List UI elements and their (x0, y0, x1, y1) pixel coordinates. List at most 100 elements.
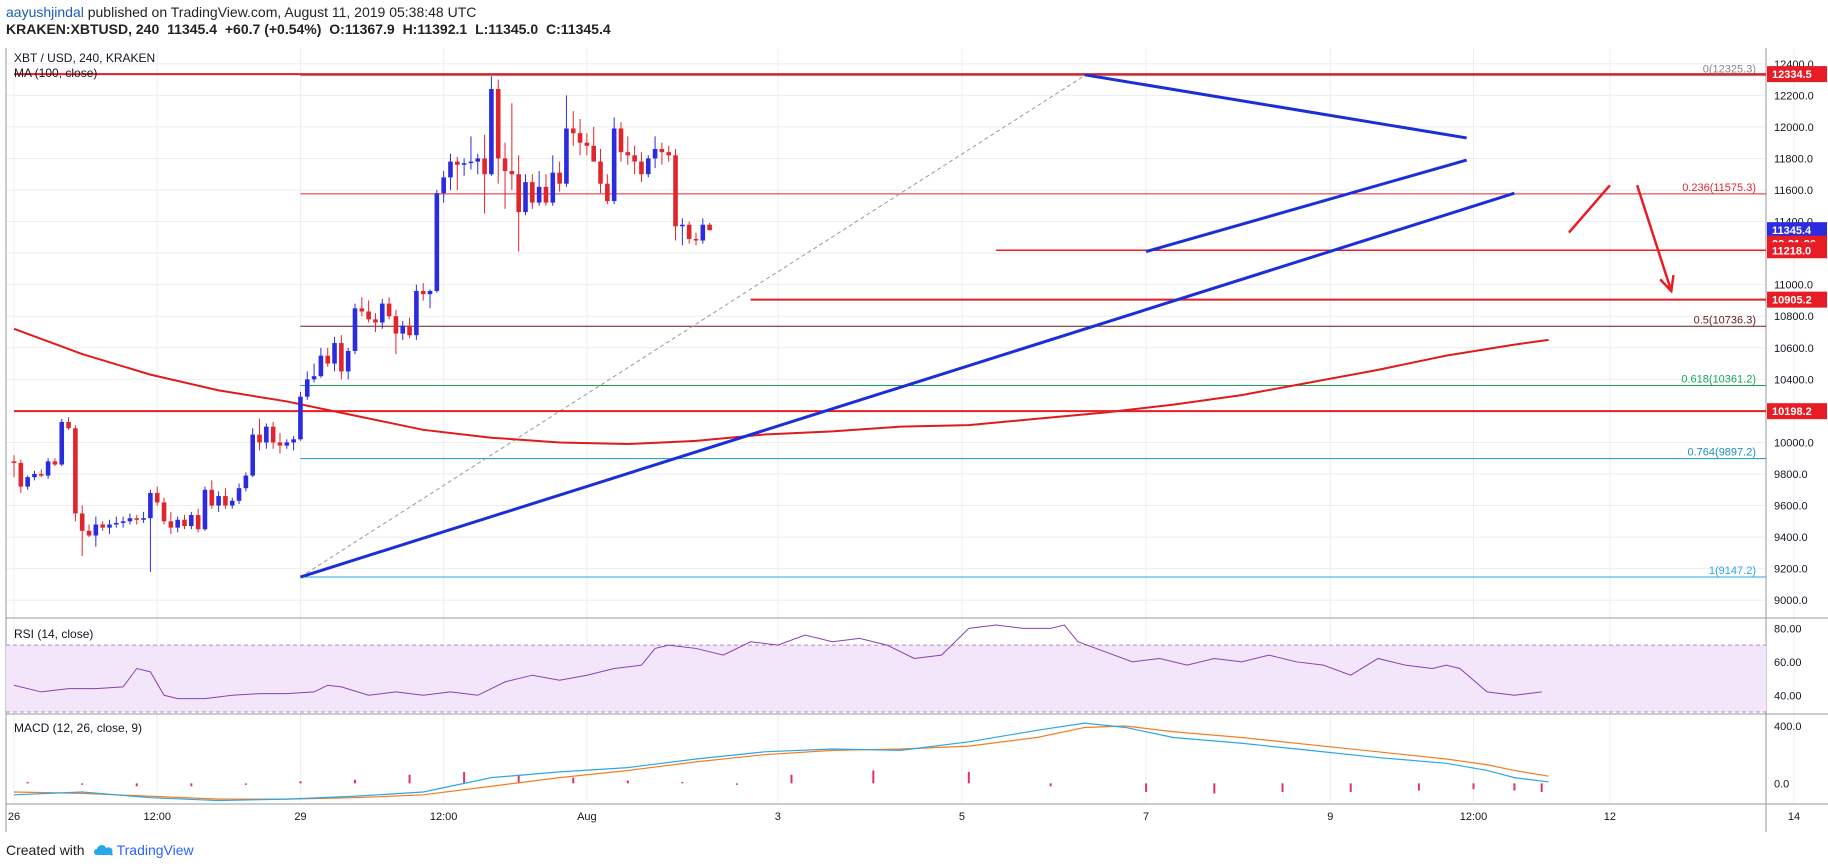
candle-body (570, 128, 576, 134)
x-tick-label: 26 (8, 811, 20, 823)
trend-line (1145, 158, 1468, 253)
candle-body (420, 290, 426, 295)
candle-body (461, 163, 467, 165)
rsi-y-tick-label: 40.00 (1774, 690, 1802, 702)
author-link[interactable]: aayushjindal (6, 4, 84, 20)
candle-body (66, 421, 71, 429)
candle-body (107, 524, 112, 528)
candle-body (154, 492, 160, 503)
price-level-box (1767, 291, 1827, 308)
candle-body (161, 502, 167, 522)
main-y-tick-label: 10800.0 (1774, 311, 1814, 323)
candle-body (25, 477, 30, 487)
candle-body (509, 171, 515, 175)
main-y-tick-label: 9000.0 (1774, 595, 1808, 607)
main-y-tick-label: 10600.0 (1774, 343, 1814, 355)
main-y-tick-label: 11000.0 (1774, 280, 1813, 292)
high-value: H:11392.1 (402, 21, 468, 37)
main-y-tick-label: 12000.0 (1774, 122, 1814, 134)
symbol-label: KRAKEN:XBTUSD, 240 (6, 21, 160, 37)
main-y-tick-label: 9200.0 (1774, 564, 1808, 576)
candle-body (598, 161, 603, 184)
price-level-box (1767, 242, 1827, 259)
candle-body (141, 518, 146, 520)
candle-body (516, 174, 521, 213)
candle-body (325, 355, 331, 364)
candle-body (591, 145, 596, 162)
candle-body (86, 530, 92, 536)
candle-body (434, 193, 440, 291)
candle-body (693, 238, 699, 241)
candle-body (611, 128, 617, 202)
candle-body (339, 343, 344, 372)
candle-body (427, 290, 433, 295)
tradingview-brand: TradingView (116, 842, 194, 858)
tradingview-link[interactable]: TradingView (89, 842, 194, 858)
candle-body (100, 524, 105, 528)
publish-header: aayushjindal published on TradingView.co… (0, 0, 1828, 40)
candle-body (407, 325, 412, 336)
candle-body (502, 158, 508, 172)
x-tick-label: 7 (1143, 811, 1149, 823)
price-change: +60.7 (+0.54%) (224, 21, 322, 37)
x-tick-label: 14 (1788, 811, 1800, 823)
tradingview-cloud-icon (93, 845, 113, 856)
candle-body (605, 183, 610, 202)
candle-body (386, 303, 392, 317)
candle-body (625, 152, 631, 156)
candle-body (168, 521, 174, 528)
main-y-tick-label: 9600.0 (1774, 501, 1808, 513)
candle-body (284, 442, 290, 446)
candle-body (455, 161, 460, 165)
macd-title: MACD (12, 26, close, 9) (14, 721, 142, 735)
published-text: published on TradingView.com, August 11,… (87, 4, 477, 20)
candle-body (680, 224, 685, 227)
fib-level-label: 0.618(10361.2) (1681, 373, 1756, 385)
main-y-tick-label: 10400.0 (1774, 374, 1814, 386)
fib-level-label: 0.236(11575.3) (1682, 182, 1756, 194)
candle-body (543, 186, 549, 203)
candle-body (79, 513, 85, 531)
quote-line: KRAKEN:XBTUSD, 240 11345.4 +60.7 (+0.54%… (6, 21, 615, 37)
candle-body (38, 474, 44, 476)
candle-body (373, 319, 378, 323)
macd-line (13, 722, 1549, 802)
candle-body (318, 355, 324, 377)
price-level-box (1767, 403, 1827, 420)
candle-body (270, 426, 276, 443)
x-tick-label: 5 (959, 811, 965, 823)
candle-body (175, 519, 180, 528)
candle-body (304, 379, 310, 397)
candle-body (298, 396, 303, 440)
candle-body (345, 350, 351, 372)
price-level-label: 11218.0 (1772, 245, 1811, 257)
forecast-arrow-line (1568, 184, 1611, 234)
chart-area[interactable]: 9000.09200.09400.09600.09800.010000.0102… (0, 40, 1828, 842)
footer: Created with TradingView (6, 842, 194, 858)
main-y-tick-label: 9400.0 (1774, 532, 1808, 544)
candle-body (666, 152, 672, 156)
candle-body (639, 161, 644, 175)
price-level-label: 11345.4 (1772, 225, 1812, 237)
candle-body (673, 155, 678, 227)
trend-line (299, 191, 1515, 579)
candle-body (414, 290, 419, 336)
fib-diagonal (300, 75, 1086, 578)
candle-body (523, 182, 528, 213)
candle-body (59, 421, 65, 465)
candle-body (468, 161, 474, 164)
ma-indicator-label: MA (100, close) (14, 66, 97, 80)
rsi-y-tick-label: 60.00 (1774, 657, 1802, 669)
candle-body (448, 161, 453, 178)
fib-level-label: 0.5(10736.3) (1694, 314, 1756, 326)
main-y-tick-label: 10000.0 (1774, 437, 1814, 449)
candle-body (584, 142, 590, 146)
candle-body (229, 500, 235, 506)
low-value: L:11345.0 (475, 21, 539, 37)
close-value: C:11345.4 (546, 21, 611, 37)
candle-body (277, 442, 283, 446)
macd-y-tick-label: 400.0 (1774, 721, 1802, 733)
candle-body (189, 515, 194, 527)
candle-body (73, 428, 78, 514)
price-level-box (1767, 66, 1827, 83)
